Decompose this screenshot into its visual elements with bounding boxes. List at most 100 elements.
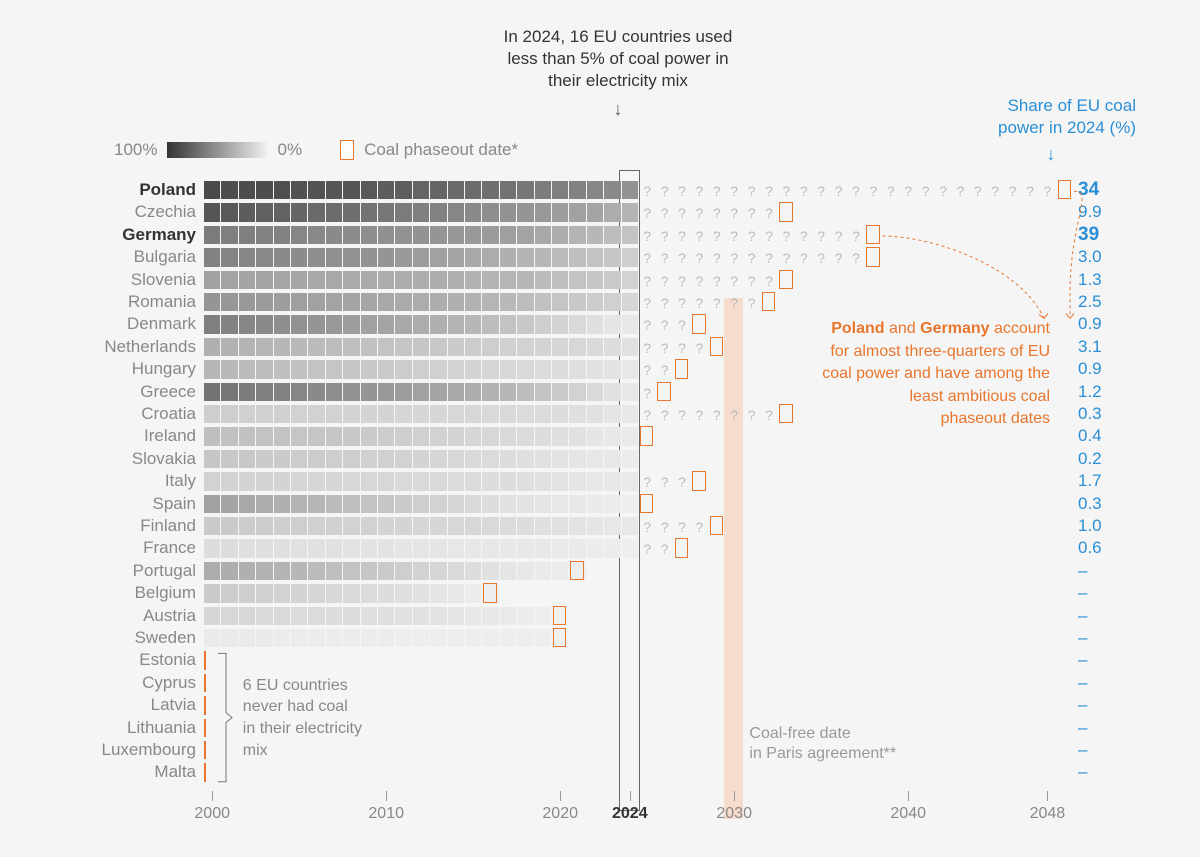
heat-cell: [500, 248, 516, 266]
share-value: 3.1: [1078, 337, 1102, 357]
country-label: Germany: [0, 225, 196, 245]
heat-cell: [291, 607, 307, 625]
heat-cell: [239, 562, 255, 580]
future-unknown-cell: ?: [883, 184, 899, 198]
share-value: 0.6: [1078, 538, 1102, 558]
heat-cell: [552, 562, 568, 580]
heat-cell: [622, 271, 638, 289]
heat-cell: [587, 293, 603, 311]
heat-cell: [448, 405, 464, 423]
heat-cell: [361, 607, 377, 625]
heat-cell: [343, 203, 359, 221]
heat-cell: [361, 629, 377, 647]
heat-cell: [622, 450, 638, 468]
heat-cell: [482, 383, 498, 401]
future-unknown-cell: ?: [691, 206, 707, 220]
heat-cell: [395, 181, 411, 199]
heat-cell: [622, 248, 638, 266]
heat-cell: [308, 427, 324, 445]
heat-cell: [552, 517, 568, 535]
share-value: 1.7: [1078, 471, 1102, 491]
heat-cell: [552, 248, 568, 266]
heat-cell: [448, 338, 464, 356]
heat-cell: [308, 472, 324, 490]
heat-cell: [256, 539, 272, 557]
heat-cell: [361, 517, 377, 535]
heat-cell: [604, 271, 620, 289]
heat-cell: [500, 405, 516, 423]
heat-cell: [622, 338, 638, 356]
future-unknown-cell: ?: [656, 184, 672, 198]
heat-cell: [448, 517, 464, 535]
future-unknown-cell: ?: [639, 363, 655, 377]
heat-cell: [465, 405, 481, 423]
heat-cell: [448, 427, 464, 445]
heat-cell: [378, 405, 394, 423]
heat-cell: [361, 450, 377, 468]
axis-label: 2020: [530, 805, 590, 823]
phaseout-marker: [866, 247, 879, 266]
arrow-down-icon: ↓: [478, 98, 758, 121]
heat-cell: [308, 248, 324, 266]
heat-cell: [343, 226, 359, 244]
heat-cell: [482, 405, 498, 423]
heat-cell: [569, 427, 585, 445]
heat-cell: [256, 271, 272, 289]
share-value: –: [1078, 650, 1087, 670]
future-unknown-cell: ?: [639, 520, 655, 534]
heat-cell: [239, 450, 255, 468]
heat-cell: [413, 293, 429, 311]
heat-cell: [500, 495, 516, 513]
country-label: Belgium: [0, 583, 196, 603]
phaseout-marker: [553, 606, 566, 625]
heat-cell: [465, 539, 481, 557]
heat-cell: [291, 539, 307, 557]
share-value: –: [1078, 762, 1087, 782]
future-unknown-cell: ?: [674, 251, 690, 265]
country-label: Spain: [0, 494, 196, 514]
heat-cell: [343, 271, 359, 289]
heat-cell: [395, 629, 411, 647]
heat-cell: [361, 495, 377, 513]
heat-cell: [291, 203, 307, 221]
heat-cell: [308, 629, 324, 647]
heat-cell: [239, 517, 255, 535]
heat-cell: [517, 248, 533, 266]
heat-cell: [361, 584, 377, 602]
heat-cell: [430, 539, 446, 557]
phaseout-marker: [692, 314, 705, 333]
heat-cell: [343, 181, 359, 199]
share-value: –: [1078, 718, 1087, 738]
heat-cell: [291, 248, 307, 266]
heat-cell: [604, 315, 620, 333]
heat-cell: [343, 427, 359, 445]
heat-cell: [552, 472, 568, 490]
future-unknown-cell: ?: [987, 184, 1003, 198]
heat-cell: [500, 607, 516, 625]
share-value: 39: [1078, 224, 1099, 246]
heat-cell: [239, 383, 255, 401]
heat-cell: [517, 405, 533, 423]
heat-cell: [413, 629, 429, 647]
heat-cell: [622, 517, 638, 535]
heat-cell: [361, 338, 377, 356]
heat-cell: [274, 360, 290, 378]
heat-cell: [378, 629, 394, 647]
heat-cell: [204, 495, 220, 513]
future-unknown-cell: ?: [726, 274, 742, 288]
heat-cell: [274, 181, 290, 199]
heat-cell: [535, 383, 551, 401]
heat-cell: [274, 203, 290, 221]
share-col-label-text: Share of EU coalpower in 2024 (%): [998, 96, 1136, 137]
heat-cell: [343, 338, 359, 356]
heat-cell: [256, 293, 272, 311]
heat-cell: [535, 539, 551, 557]
heat-cell: [291, 271, 307, 289]
phaseout-marker: [710, 516, 723, 535]
heat-cell: [448, 495, 464, 513]
heat-cell: [552, 383, 568, 401]
heat-cell: [274, 562, 290, 580]
heat-cell: [430, 629, 446, 647]
share-value: 0.9: [1078, 359, 1102, 379]
heat-cell: [221, 338, 237, 356]
